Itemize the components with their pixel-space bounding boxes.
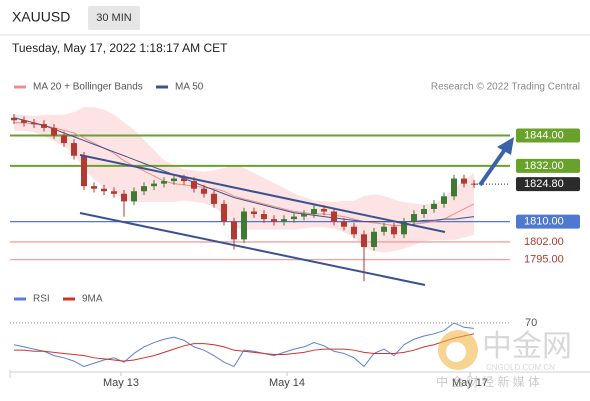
symbol: XAUUSD [12, 9, 70, 25]
watermark-brand: 中金网 [482, 330, 572, 363]
candle-body [151, 183, 157, 187]
level-box [516, 128, 580, 143]
level-label: 1832.00 [524, 160, 564, 172]
candle-body [421, 208, 427, 215]
candle-body [11, 117, 17, 121]
candle-body [251, 211, 257, 215]
source-note: Research © 2022 Trading Central [431, 82, 580, 93]
candle-body [201, 188, 207, 194]
candle-body [101, 188, 107, 192]
candle-body [111, 191, 117, 194]
level-label: 1810.00 [524, 216, 564, 228]
annotations [79, 137, 514, 286]
legend-label: 9MA [82, 294, 103, 305]
bollinger-upper [14, 107, 475, 206]
arrow-head [497, 137, 514, 155]
candle-body [21, 120, 27, 123]
candle-body [61, 135, 67, 144]
candle-body [411, 214, 417, 222]
level-label: 1844.00 [524, 129, 564, 141]
candle-body [331, 211, 337, 222]
candle-body [381, 226, 387, 232]
candle-body [301, 214, 307, 217]
candle-body [271, 219, 277, 222]
legend-label: MA 20 + Bollinger Bands [33, 82, 143, 93]
candle-body [321, 208, 327, 212]
rsi-tick-label: 70 [525, 317, 537, 329]
candle-body [361, 234, 367, 247]
candle-body [221, 203, 227, 222]
candle-body [311, 208, 317, 215]
candle-body [431, 203, 437, 209]
last-price-label: 1824.80 [524, 178, 564, 190]
candle-body [341, 221, 347, 227]
candle-body [371, 231, 377, 247]
candle-body [281, 219, 287, 222]
bollinger-band [14, 107, 474, 253]
trend-line [79, 154, 446, 233]
candle-body [401, 221, 407, 235]
legend-label: RSI [33, 294, 50, 305]
level-box [516, 214, 580, 229]
candle-body [31, 122, 37, 125]
candle-body [161, 181, 167, 184]
watermark-site: CNGOLD.COM.CN [486, 363, 555, 372]
rsi-line [13, 322, 475, 368]
timeframe[interactable]: 30 MIN [96, 12, 132, 24]
candle-body [171, 178, 177, 182]
candle-body [351, 226, 357, 235]
x-tick-label: May 17 [452, 377, 488, 389]
level-label: 1802.00 [524, 236, 564, 248]
candle-body [441, 196, 447, 204]
candle-body [461, 178, 467, 184]
candle-body [291, 216, 297, 220]
candle-body [451, 178, 457, 197]
level-label: 1795.00 [524, 254, 564, 266]
candle-body [391, 226, 397, 235]
watermark-tagline: 中 金 财 经 新 媒 体 [436, 374, 540, 389]
candle-body [181, 178, 187, 182]
candle-body [261, 214, 267, 220]
candle-body [91, 186, 97, 189]
candle-body [51, 127, 57, 136]
trend-line [79, 212, 426, 286]
plot-layer: 1844.00 1832.00 1810.00 1802.00 1795.00 1824.… [10, 82, 580, 389]
candle-body [71, 143, 77, 156]
level-box [516, 158, 580, 173]
candle-body [141, 186, 147, 192]
legend-label: MA 50 [175, 82, 204, 93]
rsi-line [14, 333, 475, 362]
ma-line [14, 122, 475, 226]
candle-body [121, 193, 127, 202]
candle-body [191, 181, 197, 189]
candle-body [81, 155, 87, 187]
watermark-logo-inner [446, 342, 466, 362]
watermark: 中金网 CNGOLD.COM.CN 中 金 财 经 新 媒 体 [436, 330, 572, 389]
x-tick-label: May 14 [269, 377, 305, 389]
projection-arrow [478, 146, 508, 187]
candle-body [131, 191, 137, 202]
last-price-box [516, 177, 580, 192]
timeframe-pill[interactable] [88, 6, 140, 30]
timestamp: Tuesday, May 17, 2022 1:18:17 AM CET [12, 41, 228, 55]
x-tick-label: May 13 [103, 377, 139, 389]
candle-body [211, 193, 217, 204]
candle-body [231, 221, 237, 240]
candle-body [41, 124, 47, 128]
candle-body [241, 211, 247, 240]
